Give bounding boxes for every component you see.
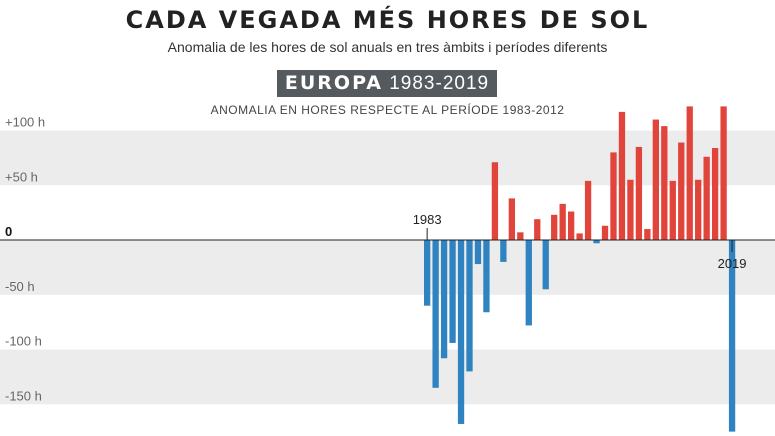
bar-2018 — [720, 106, 727, 240]
bar-2009 — [644, 229, 651, 240]
grid-band-1 — [0, 240, 775, 295]
bar-1983 — [424, 240, 431, 306]
y-tick-label-3: -50 h — [5, 279, 35, 294]
y-tick-label-2: 0 — [5, 224, 12, 239]
bar-2010 — [652, 119, 659, 240]
bar-2005 — [610, 152, 617, 240]
bar-1989 — [474, 240, 482, 265]
bar-1987 — [457, 240, 465, 424]
bar-1986 — [449, 240, 456, 343]
bar-2006 — [618, 111, 626, 240]
bar-2015 — [695, 179, 702, 240]
chart-title: CADA VEGADA MÉS HORES DE SOL — [125, 6, 650, 34]
bar-2011 — [661, 126, 668, 240]
y-tick-label-1: +50 h — [5, 169, 38, 184]
grid-band-0 — [0, 130, 775, 186]
bar-1985 — [440, 240, 448, 359]
region-period: 1983-2019 — [389, 73, 490, 94]
bar-1996 — [534, 219, 541, 240]
bar-2004 — [601, 225, 609, 240]
bar-2017 — [711, 148, 719, 240]
bar-2003 — [593, 240, 600, 244]
y-tick-label-0: +100 h — [5, 115, 45, 130]
bar-1990 — [483, 240, 490, 313]
bar-2019 — [728, 240, 736, 432]
bar-1997 — [542, 240, 549, 290]
chart-subtitle: Anomalia de les hores de sol anuals en t… — [167, 39, 608, 55]
panel-title: ANOMALIA EN HORES RESPECTE AL PERÍODE 19… — [210, 103, 565, 117]
bar-1995 — [525, 240, 532, 326]
bar-1994 — [517, 232, 524, 240]
bar-1993 — [508, 198, 515, 240]
bar-1999 — [559, 203, 566, 240]
region-label: EUROPA 1983-2019 — [277, 70, 497, 97]
bar-2002 — [584, 180, 592, 240]
start-year-label: 1983 — [413, 212, 442, 227]
y-tick-label-4: -100 h — [5, 334, 42, 349]
bar-1988 — [466, 240, 473, 372]
end-year-label: 2019 — [718, 256, 747, 271]
bar-1984 — [432, 240, 439, 388]
grid-band-2 — [0, 349, 775, 405]
bar-1992 — [500, 240, 507, 262]
bar-2014 — [686, 106, 693, 240]
bar-2012 — [669, 180, 676, 240]
y-tick-label-5: -150 h — [5, 388, 42, 403]
bar-1998 — [551, 214, 558, 240]
bar-1991 — [491, 162, 499, 240]
region-name: EUROPA — [284, 72, 383, 94]
bar-2007 — [627, 179, 634, 240]
bar-2016 — [703, 156, 710, 240]
bar-2013 — [678, 142, 685, 240]
bar-2008 — [635, 146, 643, 240]
bar-2001 — [576, 233, 583, 240]
bar-2000 — [567, 211, 575, 240]
